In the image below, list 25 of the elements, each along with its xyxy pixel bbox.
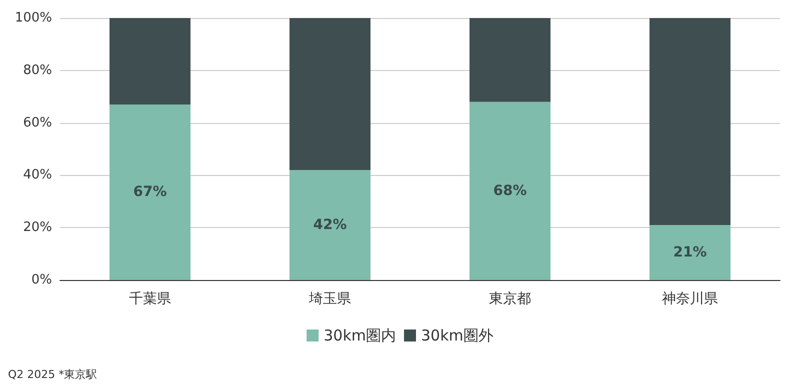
bar xyxy=(290,18,370,170)
y-tick-label: 20% xyxy=(23,220,52,236)
x-tick-label: 東京都 xyxy=(489,291,531,307)
x-tick-label: 千葉県 xyxy=(129,291,171,307)
x-tick-label: 埼玉県 xyxy=(308,291,351,307)
y-tick-label: 60% xyxy=(23,115,52,130)
bar xyxy=(470,102,550,280)
y-tick-label: 100% xyxy=(14,10,52,26)
legend-label: 30km圏外 xyxy=(421,326,494,344)
bar xyxy=(290,170,370,280)
bar xyxy=(650,224,730,280)
bar xyxy=(470,18,550,102)
bar xyxy=(110,104,190,280)
bar xyxy=(110,18,190,104)
data-label: 21% xyxy=(673,244,707,260)
data-label: 67% xyxy=(133,184,167,200)
y-tick-label: 0% xyxy=(31,272,52,288)
data-label: 68% xyxy=(493,182,527,199)
bar xyxy=(650,18,730,225)
x-tick-label: 神奈川県 xyxy=(662,291,718,307)
y-tick-label: 40% xyxy=(23,168,52,183)
y-tick-label: 80% xyxy=(23,62,52,78)
data-label: 42% xyxy=(313,216,347,233)
legend-label: 30km圏内 xyxy=(324,326,396,344)
text: Q2 2025 *東京駅 xyxy=(8,368,98,381)
